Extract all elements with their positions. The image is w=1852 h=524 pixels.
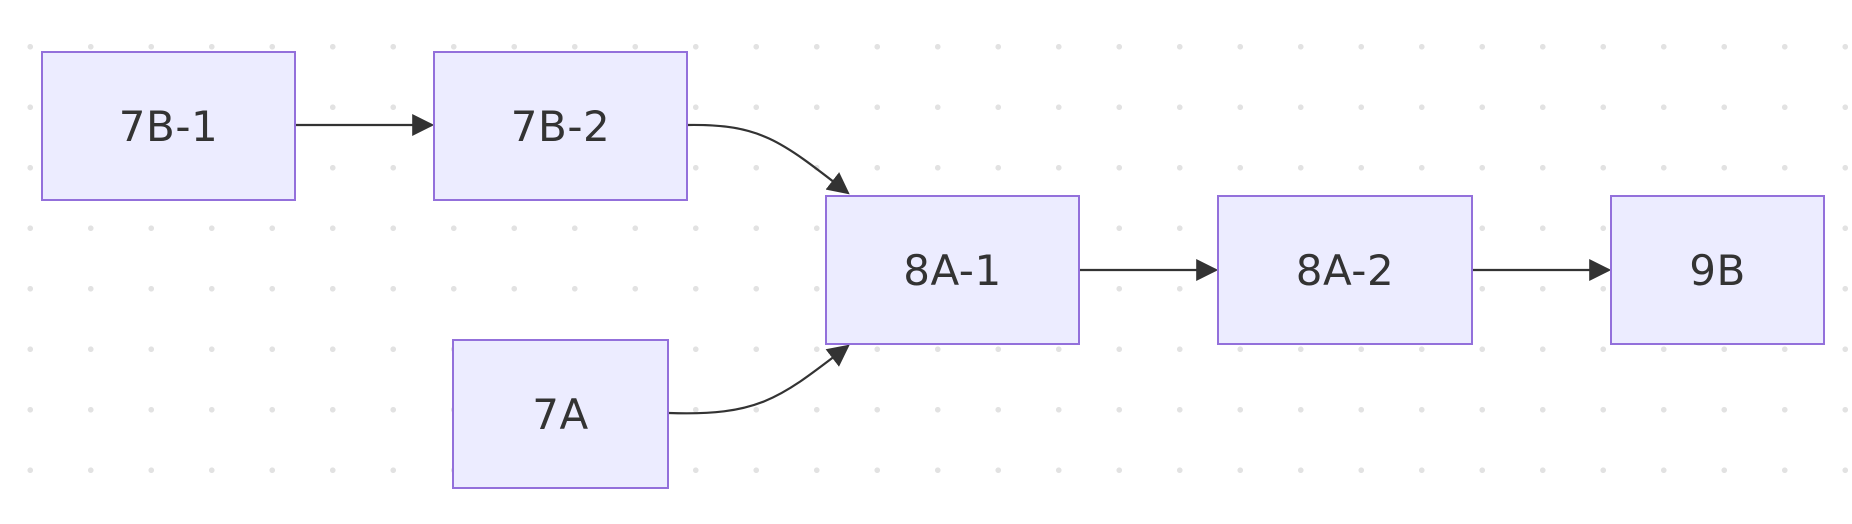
- edge-7a-to-8a1: [668, 344, 850, 415]
- node-label: 8A-1: [903, 245, 1002, 295]
- node-label: 7B-1: [118, 101, 219, 151]
- node-7b-1[interactable]: 7B-1: [41, 51, 296, 201]
- node-label: 9B: [1689, 245, 1746, 295]
- node-7b-2[interactable]: 7B-2: [433, 51, 688, 201]
- edge-7b2-to-8a1: [687, 123, 850, 195]
- node-label: 8A-2: [1295, 245, 1395, 295]
- node-7a[interactable]: 7A: [452, 339, 669, 489]
- node-label: 7B-2: [510, 101, 611, 151]
- node-8a-2[interactable]: 8A-2: [1217, 195, 1473, 345]
- node-8a-1[interactable]: 8A-1: [825, 195, 1080, 345]
- node-9b[interactable]: 9B: [1610, 195, 1825, 345]
- node-label: 7A: [532, 389, 589, 439]
